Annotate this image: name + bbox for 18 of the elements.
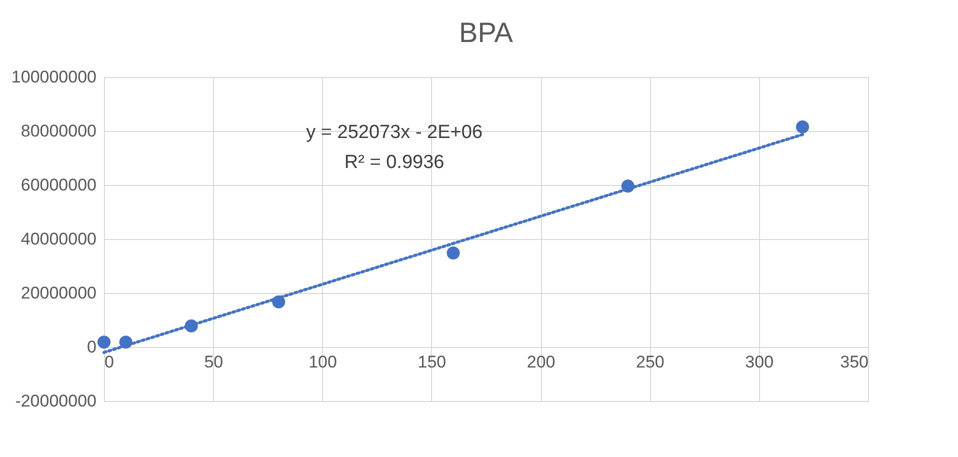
- y-tick-label: 80000000: [20, 122, 96, 140]
- x-tick-label: 0: [104, 352, 114, 372]
- annotation: R² = 0.9936: [344, 152, 444, 173]
- x-tick-label: 250: [636, 352, 664, 372]
- x-tick-label: 200: [526, 352, 556, 372]
- y-tick-label: 60000000: [20, 176, 96, 194]
- y-tick-label: 40000000: [20, 230, 96, 248]
- x-tick-label: 50: [204, 352, 224, 372]
- y-tick-label: -20000000: [15, 392, 96, 410]
- y-tick-label: 20000000: [20, 284, 96, 302]
- x-tick-label: 100: [308, 352, 337, 372]
- x-tick-label: 300: [745, 352, 774, 372]
- annotation: y = 252073x - 2E+06: [306, 122, 483, 143]
- y-tick-label: 100000000: [11, 68, 96, 86]
- x-tick-label: 350: [840, 352, 868, 372]
- y-tick-label: 0: [87, 338, 96, 356]
- chart-title: BPA: [459, 17, 514, 48]
- x-tick-label: 150: [418, 352, 446, 372]
